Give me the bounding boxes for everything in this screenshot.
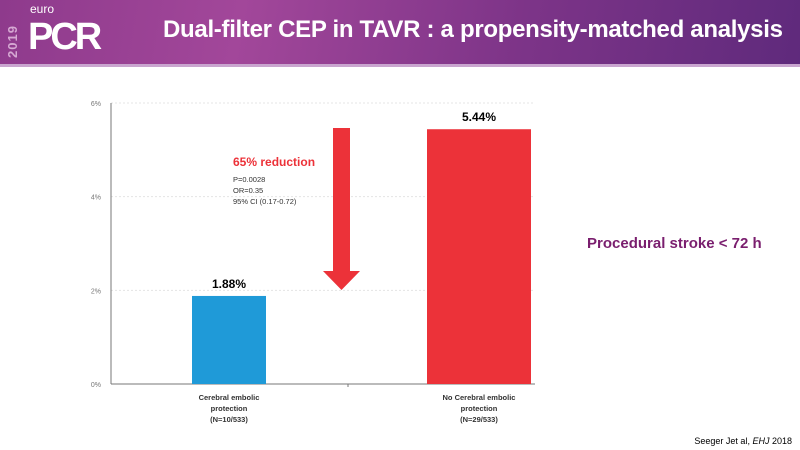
slide-header: 2019 euro PCR Dual-filter CEP in TAVR : … (0, 0, 800, 67)
citation-year: 2018 (769, 436, 792, 446)
y-tick-label: 2% (91, 288, 101, 295)
side-label: Procedural stroke < 72 h (587, 235, 762, 252)
x-category-label: No Cerebral embolic (443, 393, 516, 402)
x-category-label: Cerebral embolic (199, 393, 260, 402)
annotation-line: 95% CI (0.17-0.72) (233, 197, 297, 206)
annotation-line: OR=0.35 (233, 186, 263, 195)
bar (192, 295, 266, 384)
logo-euro: euro (30, 2, 55, 16)
citation-authors: Seeger Jet al, (694, 436, 753, 446)
x-category-label: (N=10/533) (210, 415, 248, 424)
x-category-label: (N=29/533) (460, 415, 498, 424)
annotation-line: P=0.0028 (233, 175, 265, 184)
x-category-label: protection (461, 404, 498, 413)
data-label: 1.88% (212, 277, 246, 291)
slide-title: Dual-filter CEP in TAVR : a propensity-m… (163, 16, 783, 43)
down-arrow-icon (323, 128, 360, 290)
citation: Seeger Jet al, EHJ 2018 (694, 436, 792, 446)
annotation-headline: 65% reduction (233, 155, 315, 169)
y-tick-label: 4% (91, 195, 101, 202)
logo-pcr: PCR (28, 16, 102, 58)
y-tick-label: 0% (91, 382, 101, 389)
data-label: 5.44% (462, 110, 496, 124)
x-category-label: protection (211, 404, 248, 413)
citation-journal: EHJ (752, 436, 770, 446)
y-tick-label: 6% (91, 101, 101, 108)
bar (427, 129, 531, 384)
